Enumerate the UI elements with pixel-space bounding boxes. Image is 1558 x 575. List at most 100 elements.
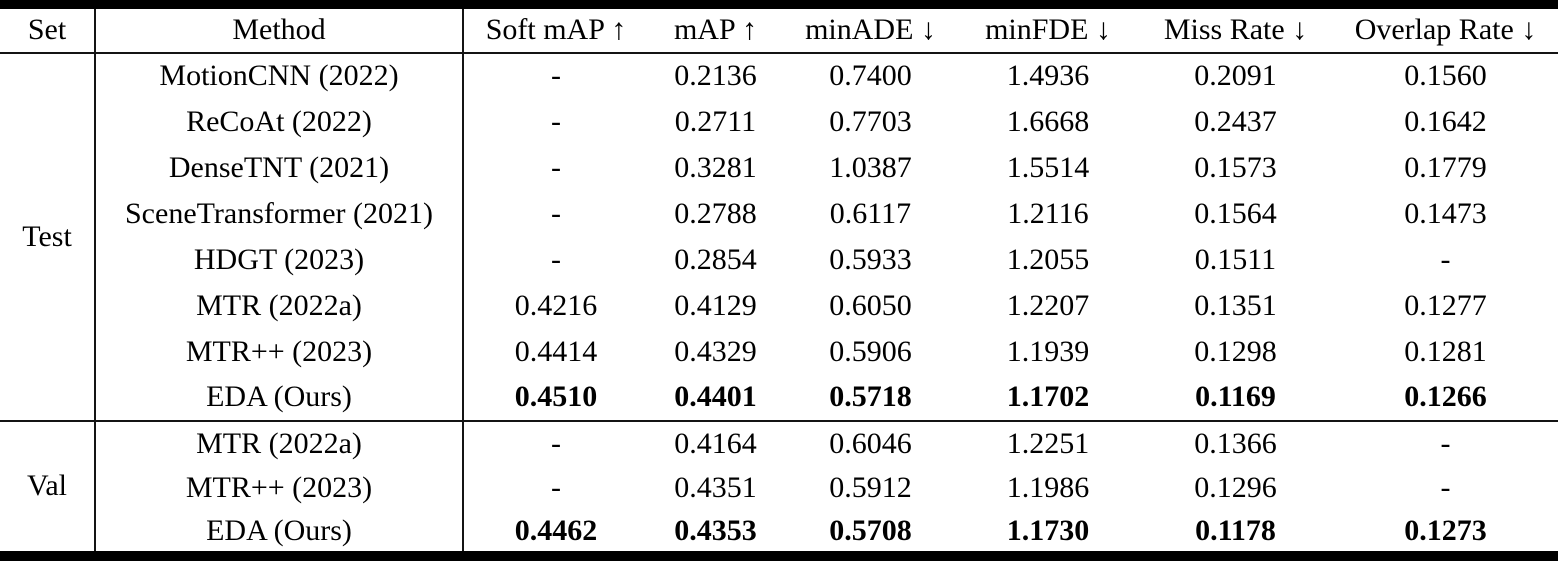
table-header: Set Method Soft mAP ↑ mAP ↑ minADE ↓ min… (0, 4, 1558, 53)
metric-cell: 0.4216 (514, 288, 598, 322)
metric-cell: 0.4401 (674, 380, 757, 413)
table-row: SceneTransformer (2021) - 0.2788 0.6117 … (0, 190, 1558, 237)
column-header-set: Set (0, 4, 96, 53)
metric-cell: 0.4353 (674, 513, 757, 547)
metric-cell: 0.1298 (1194, 334, 1277, 368)
set-cell-val: Val (0, 420, 96, 556)
metric-cell: 0.1178 (1195, 513, 1276, 547)
metric-cell: 1.4936 (1006, 59, 1090, 92)
metric-cell: 0.4510 (514, 380, 598, 413)
metric-cell: 1.1939 (1006, 334, 1090, 368)
metric-cell: 1.2207 (1006, 288, 1090, 322)
metric-cell: 0.2711 (674, 104, 757, 138)
method-cell: HDGT (2023) (95, 236, 464, 283)
metric-cell: 0.5933 (829, 242, 912, 276)
results-table: Set Method Soft mAP ↑ mAP ↑ minADE ↓ min… (0, 0, 1558, 561)
metric-cell: 0.7400 (829, 59, 912, 92)
metric-cell: 0.7703 (829, 104, 912, 138)
metric-cell: 0.1366 (1194, 426, 1277, 460)
metric-cell: 0.1277 (1404, 288, 1487, 322)
metric-cell: - (551, 59, 561, 92)
metric-cell: 0.5912 (829, 471, 912, 504)
metric-cell: 1.2251 (1006, 426, 1090, 460)
metric-cell: - (1440, 242, 1451, 276)
metric-cell: 1.0387 (829, 150, 912, 184)
set-cell-test: Test (0, 52, 96, 421)
metric-cell: 0.1564 (1194, 196, 1277, 230)
metric-cell: 0.3281 (674, 150, 757, 184)
metric-cell: 0.2437 (1194, 104, 1277, 138)
table-row: MTR++ (2023) 0.4414 0.4329 0.5906 1.1939… (0, 328, 1558, 375)
metric-cell: 0.4329 (674, 334, 757, 368)
method-cell: DenseTNT (2021) (95, 144, 464, 191)
metric-cell: 0.1779 (1404, 150, 1487, 184)
column-header-soft-map: Soft mAP ↑ (485, 13, 627, 47)
method-cell: MTR (2022a) (95, 420, 464, 466)
metric-cell: 0.1511 (1194, 242, 1277, 276)
metric-cell: 0.5708 (829, 513, 912, 547)
metric-cell: 0.2091 (1194, 59, 1277, 92)
column-header-overlap-rate: Overlap Rate ↓ (1354, 13, 1537, 47)
metric-cell: 1.1730 (1006, 513, 1090, 547)
metric-cell: 1.2116 (1007, 196, 1089, 230)
section-val: Val MTR (2022a) - 0.4164 0.6046 1.2251 0… (0, 420, 1558, 556)
table-row: HDGT (2023) - 0.2854 0.5933 1.2055 0.151… (0, 236, 1558, 283)
table-row: ReCoAt (2022) - 0.2711 0.7703 1.6668 0.2… (0, 98, 1558, 145)
method-cell: MTR++ (2023) (95, 465, 464, 511)
method-cell: MTR (2022a) (95, 282, 464, 329)
column-header-method: Method (95, 4, 464, 53)
header-row: Set Method Soft mAP ↑ mAP ↑ minADE ↓ min… (0, 4, 1558, 53)
metric-cell: 0.1560 (1404, 59, 1487, 92)
metric-cell: 0.4129 (674, 288, 757, 322)
metric-cell: 0.1296 (1194, 471, 1277, 504)
method-cell: ReCoAt (2022) (95, 98, 464, 145)
metric-cell: 0.5906 (829, 334, 912, 368)
metric-cell: - (1440, 471, 1451, 504)
metric-cell: 0.2788 (674, 196, 757, 230)
metric-cell: - (551, 196, 561, 230)
metric-cell: 0.6050 (829, 288, 912, 322)
metric-cell: 0.6046 (829, 426, 912, 460)
metric-cell: 1.6668 (1006, 104, 1090, 138)
table-row: MTR (2022a) 0.4216 0.4129 0.6050 1.2207 … (0, 282, 1558, 329)
metric-cell: - (1440, 426, 1451, 460)
metric-cell: 0.5718 (829, 380, 912, 413)
method-cell: MotionCNN (2022) (95, 52, 464, 99)
metric-cell: 0.1281 (1404, 334, 1487, 368)
method-cell: EDA (Ours) (95, 510, 464, 556)
metric-cell: 0.2854 (674, 242, 757, 276)
column-header-minade: minADE ↓ (805, 13, 936, 47)
metric-cell: 0.6117 (829, 196, 912, 230)
metric-cell: 0.4462 (514, 513, 598, 547)
metric-cell: 0.2136 (674, 59, 757, 92)
metric-cell: 0.4351 (674, 471, 757, 504)
metric-cell: - (551, 242, 561, 276)
column-header-map: mAP ↑ (673, 13, 758, 47)
column-header-miss-rate: Miss Rate ↓ (1163, 13, 1308, 47)
metric-cell: 1.1702 (1006, 380, 1090, 413)
metric-cell: 0.1273 (1404, 513, 1487, 547)
method-cell: MTR++ (2023) (95, 328, 464, 375)
metric-cell: - (551, 104, 561, 138)
metric-cell: 0.4164 (674, 426, 757, 460)
metric-cell: 1.1986 (1006, 471, 1090, 504)
metric-cell: 0.1351 (1194, 288, 1277, 322)
table-row: Val MTR (2022a) - 0.4164 0.6046 1.2251 0… (0, 420, 1558, 556)
metric-cell: 0.1266 (1404, 380, 1487, 413)
metric-cell: 0.1169 (1195, 380, 1276, 413)
metric-cell: 0.1473 (1404, 196, 1487, 230)
metric-cell: - (551, 471, 561, 504)
method-cell: SceneTransformer (2021) (95, 190, 464, 237)
table-row-ours: EDA (Ours) 0.4510 0.4401 0.5718 1.1702 0… (0, 374, 1558, 421)
method-cell: EDA (Ours) (95, 374, 464, 421)
table-row: MTR++ (2023) - 0.4351 0.5912 1.1986 0.12… (0, 465, 1558, 511)
metric-cell: 0.1573 (1194, 150, 1277, 184)
metric-cell: 0.4414 (514, 334, 598, 368)
table-row-ours: EDA (Ours) 0.4462 0.4353 0.5708 1.1730 0… (0, 510, 1558, 556)
metric-cell: - (551, 426, 561, 460)
metric-cell: 1.2055 (1006, 242, 1090, 276)
metric-cell: - (551, 150, 561, 184)
section-test: Test MotionCNN (2022) - 0.2136 0.7400 1.… (0, 52, 1558, 421)
table-row: Test MotionCNN (2022) - 0.2136 0.7400 1.… (0, 52, 1558, 421)
